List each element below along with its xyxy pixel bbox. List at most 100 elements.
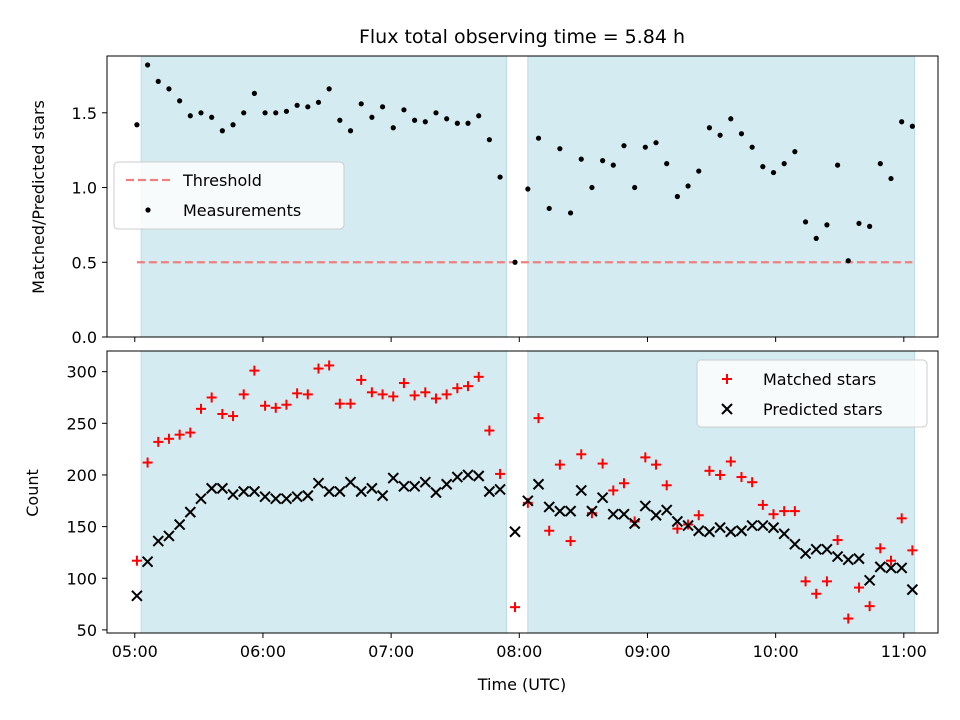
matched-point-66 — [843, 613, 854, 624]
predicted-point-18 — [323, 485, 335, 498]
predicted-point-12 — [259, 490, 271, 503]
matched-point-34 — [495, 468, 506, 479]
measurement-point-26 — [412, 117, 418, 123]
predicted-point-2-b — [152, 535, 164, 547]
predicted-point-47-b — [639, 500, 652, 512]
predicted-point-23-b — [376, 489, 389, 502]
predicted-point-52-b — [693, 525, 705, 537]
measurement-point-70 — [888, 175, 894, 182]
matched-point-19 — [334, 398, 345, 409]
measurement-point-51 — [685, 183, 691, 189]
measurement-point-47 — [642, 144, 648, 150]
top-window-1 — [527, 55, 916, 338]
predicted-point-47 — [639, 500, 652, 512]
bottom-ytick-label-2: 150 — [66, 518, 97, 537]
predicted-point-42-b — [586, 505, 598, 517]
measurement-point-18 — [326, 86, 332, 92]
predicted-point-33-b — [483, 485, 496, 498]
measurement-point-69 — [877, 161, 883, 167]
predicted-point-9-b — [227, 488, 239, 501]
matched-point-62 — [800, 576, 811, 587]
predicted-point-37-b — [532, 478, 545, 490]
predicted-point-36-b — [522, 495, 534, 507]
matched-point-41 — [576, 449, 587, 460]
measurement-point-21 — [358, 101, 364, 107]
predicted-point-45 — [618, 508, 630, 520]
predicted-point-33 — [483, 485, 496, 498]
predicted-point-11 — [248, 485, 261, 498]
predicted-point-51-b — [682, 519, 694, 532]
top-frame — [106, 55, 939, 338]
matched-point-1 — [142, 457, 153, 468]
matched-point-29 — [441, 389, 452, 400]
bottom-ytick-label-0: 50 — [77, 621, 97, 640]
bottom-ylabel: Count — [23, 469, 42, 517]
predicted-point-49 — [660, 504, 673, 516]
matched-point-56 — [736, 472, 747, 483]
measurement-point-10 — [241, 110, 247, 116]
legend-predicted-label: Predicted stars — [763, 400, 883, 419]
predicted-point-57 — [746, 519, 758, 532]
matched-point-4 — [174, 429, 185, 440]
measurement-point-54 — [717, 132, 723, 138]
measurement-point-42 — [589, 184, 595, 191]
legend-x-mark — [721, 403, 733, 415]
predicted-point-34-b — [494, 483, 506, 496]
predicted-point-37 — [532, 478, 545, 490]
measurement-point-58 — [760, 164, 766, 170]
predicted-point-24 — [387, 472, 399, 484]
measurement-point-31 — [465, 120, 471, 126]
matched-point-21 — [356, 374, 367, 385]
legend-measurements-label: Measurements — [183, 201, 301, 220]
top-ytick-label-2: 1.0 — [72, 179, 97, 198]
measurement-point-28 — [433, 110, 439, 116]
measurement-point-4 — [177, 98, 183, 104]
matched-point-69 — [875, 543, 886, 554]
predicted-point-16-b — [302, 489, 314, 502]
predicted-point-32 — [472, 470, 485, 482]
measurement-point-6 — [198, 110, 204, 116]
matched-point-28 — [430, 393, 441, 404]
matched-point-5 — [185, 427, 196, 438]
x-tick-label-5: 10:00 — [753, 642, 799, 661]
predicted-point-60 — [778, 528, 790, 540]
predicted-point-68 — [863, 574, 876, 587]
predicted-point-1 — [141, 556, 154, 568]
matched-point-23 — [377, 389, 388, 400]
matched-point-13 — [270, 402, 281, 413]
matched-point-58 — [757, 499, 768, 510]
top-legend-box — [113, 161, 345, 230]
predicted-point-28 — [430, 486, 442, 499]
matched-point-38 — [544, 525, 555, 536]
bottom-data-layer — [131, 360, 919, 624]
matched-point-27 — [420, 387, 431, 398]
predicted-point-43-b — [596, 491, 609, 504]
measurement-point-12 — [262, 110, 268, 116]
predicted-point-21-b — [355, 485, 367, 498]
predicted-point-40 — [564, 505, 577, 517]
predicted-point-38 — [543, 501, 555, 513]
matched-point-17 — [313, 363, 324, 374]
matched-point-33 — [484, 425, 495, 436]
predicted-point-69-b — [874, 561, 887, 573]
measurement-point-27 — [422, 119, 428, 125]
predicted-point-50-b — [671, 515, 684, 528]
top-observing-windows — [140, 55, 916, 338]
predicted-point-7-b — [205, 482, 218, 495]
predicted-point-21 — [355, 485, 367, 498]
legend-matched-label: Matched stars — [763, 370, 876, 389]
predicted-point-71-b — [895, 562, 908, 574]
top-ytick-label-0: 0.0 — [72, 328, 97, 347]
predicted-point-68-b — [863, 574, 876, 587]
measurement-point-38 — [546, 205, 552, 212]
predicted-point-72 — [906, 583, 919, 596]
bottom-ytick-label-3: 200 — [66, 466, 97, 485]
predicted-point-70-b — [885, 562, 897, 574]
legend-plus-mark — [722, 374, 732, 384]
predicted-point-24-b — [387, 472, 399, 484]
predicted-point-39-b — [554, 505, 566, 517]
predicted-point-64-b — [821, 543, 833, 556]
predicted-point-23 — [376, 489, 389, 502]
predicted-point-3 — [163, 530, 175, 542]
legend-threshold-label: Threshold — [182, 171, 262, 190]
